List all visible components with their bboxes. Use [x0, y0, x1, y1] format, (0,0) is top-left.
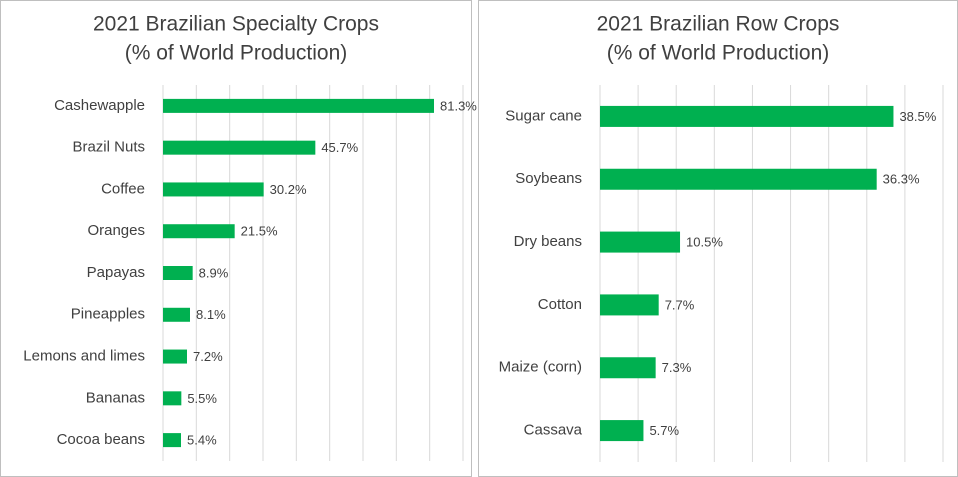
bar — [163, 307, 190, 322]
chart-title: 2021 Brazilian Row Crops — [597, 13, 840, 36]
category-label: Cocoa beans — [57, 431, 145, 448]
category-label: Cassava — [524, 422, 583, 439]
bar — [600, 105, 894, 127]
value-label: 7.7% — [665, 297, 695, 312]
category-label: Brazil Nuts — [72, 139, 145, 156]
bar — [163, 98, 434, 113]
value-label: 8.9% — [199, 265, 229, 280]
value-label: 5.5% — [187, 391, 217, 406]
panel-frame — [0, 0, 472, 477]
value-label: 45.7% — [321, 140, 358, 155]
category-label: Papayas — [87, 264, 145, 281]
bar — [600, 357, 656, 379]
category-label: Maize (corn) — [499, 359, 582, 376]
chart-subtitle: (% of World Production) — [607, 42, 830, 65]
value-label: 5.7% — [649, 423, 679, 438]
value-label: 36.3% — [883, 172, 920, 187]
category-label: Sugar cane — [505, 107, 582, 124]
bar — [600, 231, 681, 253]
bar — [163, 140, 316, 155]
value-label: 38.5% — [899, 109, 936, 124]
category-label: Coffee — [101, 180, 145, 197]
bar — [163, 182, 264, 197]
bar — [600, 420, 644, 442]
bar — [163, 391, 182, 406]
category-label: Dry beans — [514, 233, 582, 250]
value-label: 21.5% — [241, 224, 278, 239]
chart-subtitle: (% of World Production) — [125, 42, 348, 65]
value-label: 5.4% — [187, 433, 217, 448]
category-label: Cotton — [538, 296, 582, 313]
category-label: Pineapples — [71, 306, 145, 323]
value-label: 10.5% — [686, 235, 723, 250]
bar — [600, 294, 659, 316]
category-label: Cashewapple — [54, 97, 145, 114]
bar — [600, 168, 877, 190]
bar — [163, 266, 193, 280]
value-label: 7.2% — [193, 349, 223, 364]
chart-title: 2021 Brazilian Specialty Crops — [93, 13, 379, 36]
category-label: Oranges — [87, 222, 145, 239]
bar — [163, 433, 181, 448]
value-label: 8.1% — [196, 307, 226, 322]
bar — [163, 349, 187, 364]
category-label: Soybeans — [515, 170, 582, 187]
bar — [163, 224, 235, 239]
value-label: 30.2% — [270, 182, 307, 197]
value-label: 81.3% — [440, 98, 477, 113]
value-label: 7.3% — [662, 360, 692, 375]
category-label: Lemons and limes — [23, 348, 145, 365]
category-label: Bananas — [86, 389, 145, 406]
